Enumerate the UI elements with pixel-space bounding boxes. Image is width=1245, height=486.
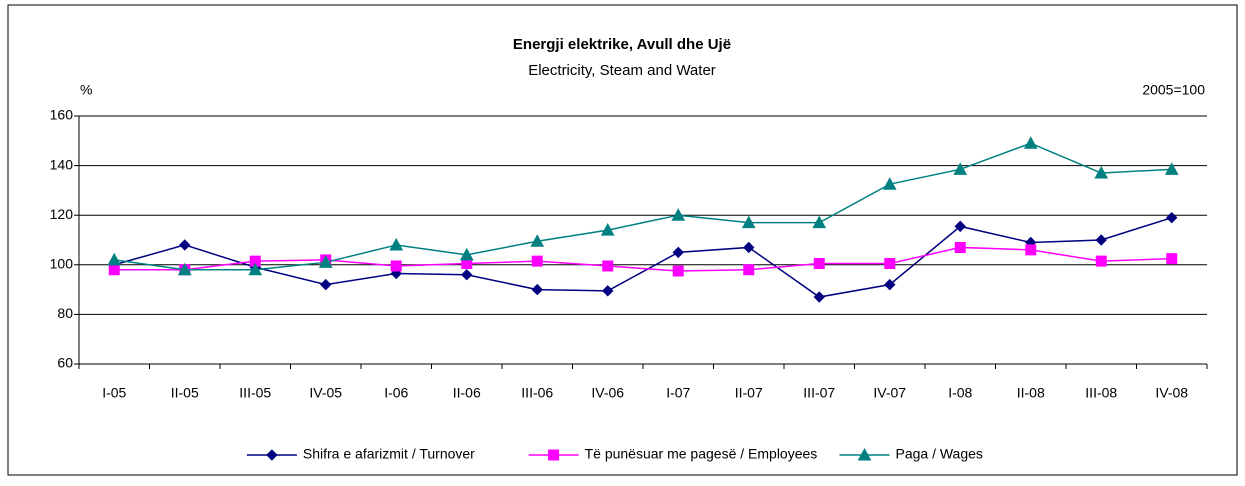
y-tick-label: 120 [50, 206, 74, 222]
marker [812, 215, 827, 229]
marker [248, 262, 263, 276]
marker [531, 255, 543, 267]
marker [1025, 244, 1037, 256]
marker [813, 291, 825, 303]
series-line [114, 246, 1172, 272]
legend-label: Të punësuar me pagesë / Employees [585, 446, 818, 462]
x-tick-label: II-05 [171, 385, 199, 401]
marker [882, 177, 897, 190]
marker [389, 237, 404, 251]
marker [953, 162, 968, 175]
marker [600, 223, 615, 236]
series-line [114, 142, 1172, 271]
marker [672, 246, 684, 259]
y-tick-label: 140 [50, 156, 74, 172]
marker [461, 269, 473, 281]
marker [884, 278, 896, 291]
legend-label: Shifra e afarizmit / Turnover [303, 446, 475, 462]
marker [954, 220, 966, 233]
marker [1166, 253, 1178, 265]
y-axis-label: % [80, 82, 92, 98]
marker [107, 252, 122, 266]
annotation: 2005=100 [1142, 82, 1205, 98]
marker [1095, 234, 1107, 246]
series-line [114, 216, 1172, 298]
chart-title: Energji elektrike, Avull dhe Ujë [513, 36, 731, 53]
y-tick-label: 100 [50, 256, 74, 272]
x-tick-label: IV-05 [309, 385, 342, 401]
marker [602, 260, 614, 272]
marker [743, 241, 755, 254]
x-tick-label: III-08 [1085, 385, 1117, 401]
legend-marker [857, 447, 872, 461]
marker [743, 264, 755, 276]
marker [320, 278, 332, 291]
x-tick-label: III-05 [239, 385, 271, 401]
x-tick-label: I-06 [384, 385, 408, 401]
marker [390, 260, 402, 272]
marker [741, 215, 756, 229]
marker [531, 283, 543, 296]
marker [884, 258, 896, 270]
marker [318, 255, 333, 268]
x-tick-label: I-07 [666, 385, 690, 401]
marker [602, 285, 614, 297]
x-tick-label: III-07 [803, 385, 835, 401]
marker [179, 239, 191, 251]
marker [530, 234, 545, 247]
x-tick-label: I-08 [948, 385, 972, 401]
x-tick-label: I-05 [102, 385, 126, 401]
marker [1095, 255, 1107, 267]
x-tick-label: III-06 [521, 385, 553, 401]
marker [459, 247, 474, 261]
marker [1094, 165, 1109, 179]
marker [249, 255, 261, 267]
marker [813, 258, 825, 270]
x-tick-label: IV-06 [591, 385, 624, 401]
marker [954, 241, 966, 253]
marker [671, 208, 686, 221]
marker [1164, 162, 1179, 175]
x-tick-label: II-06 [453, 385, 481, 401]
marker [108, 264, 120, 276]
y-tick-label: 160 [50, 107, 74, 123]
legend-marker [266, 449, 278, 461]
legend-marker [548, 449, 560, 461]
y-tick-label: 80 [57, 305, 73, 321]
chart-subtitle: Electricity, Steam and Water [528, 62, 716, 79]
y-tick-label: 60 [57, 355, 73, 371]
x-tick-label: II-08 [1017, 385, 1045, 401]
x-tick-label: II-07 [735, 385, 763, 401]
legend-label: Paga / Wages [896, 446, 983, 462]
marker [177, 262, 192, 276]
marker [1023, 136, 1038, 149]
x-tick-label: IV-08 [1155, 385, 1188, 401]
marker [1166, 211, 1178, 224]
x-tick-label: IV-07 [873, 385, 906, 401]
marker [672, 265, 684, 277]
